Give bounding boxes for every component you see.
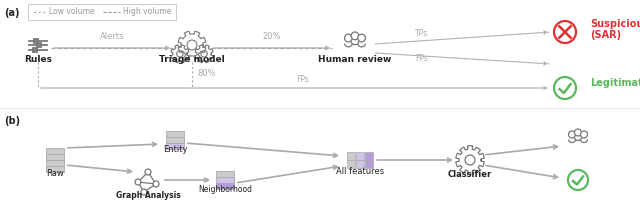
Text: (SAR): (SAR)	[590, 30, 621, 40]
Circle shape	[554, 21, 576, 43]
Circle shape	[344, 34, 352, 42]
Text: Triage model: Triage model	[159, 55, 225, 64]
Bar	[166, 143, 184, 148]
Bar	[216, 177, 234, 183]
Bar	[355, 160, 364, 167]
Bar	[166, 137, 184, 142]
Bar	[46, 154, 64, 160]
Text: Classifier: Classifier	[448, 170, 492, 179]
Circle shape	[554, 77, 576, 99]
Bar	[355, 152, 364, 160]
Text: 20%: 20%	[263, 32, 281, 41]
Bar	[46, 160, 64, 166]
Bar	[46, 166, 64, 171]
Bar	[365, 152, 373, 160]
Text: Rules: Rules	[24, 55, 52, 64]
Text: Raw: Raw	[46, 169, 64, 178]
Circle shape	[141, 189, 147, 195]
Circle shape	[201, 50, 207, 57]
Circle shape	[145, 169, 151, 175]
Text: Neighborhood: Neighborhood	[198, 185, 252, 194]
Text: Human review: Human review	[318, 55, 392, 64]
Circle shape	[351, 32, 359, 40]
Circle shape	[575, 129, 582, 136]
Text: (a): (a)	[4, 8, 19, 18]
Text: Low volume: Low volume	[49, 7, 95, 16]
Circle shape	[580, 131, 588, 138]
Text: TPs: TPs	[415, 29, 428, 38]
Circle shape	[358, 34, 365, 42]
Bar	[34, 39, 38, 43]
Bar	[37, 43, 41, 47]
Circle shape	[187, 40, 197, 50]
Bar	[33, 47, 37, 52]
Circle shape	[568, 131, 575, 138]
Circle shape	[177, 50, 183, 57]
Bar	[346, 160, 355, 167]
Bar	[166, 131, 184, 137]
Circle shape	[568, 170, 588, 190]
Text: FPs: FPs	[296, 75, 309, 84]
Bar	[216, 183, 234, 189]
Bar	[46, 148, 64, 154]
Bar	[346, 152, 355, 160]
Text: Suspicious: Suspicious	[590, 19, 640, 29]
Text: FPs: FPs	[415, 54, 428, 63]
Text: Entity: Entity	[163, 145, 188, 154]
Text: Alerts: Alerts	[100, 32, 124, 41]
Bar	[365, 160, 373, 167]
Text: High volume: High volume	[123, 7, 172, 16]
Text: (b): (b)	[4, 116, 20, 126]
Circle shape	[135, 179, 141, 185]
Text: 80%: 80%	[197, 69, 216, 78]
Text: Legitimate: Legitimate	[590, 78, 640, 88]
FancyBboxPatch shape	[28, 4, 176, 20]
Text: Graph Analysis: Graph Analysis	[116, 191, 180, 200]
Text: All features: All features	[336, 167, 384, 176]
Circle shape	[153, 181, 159, 187]
Circle shape	[465, 155, 475, 165]
Bar	[216, 171, 234, 177]
